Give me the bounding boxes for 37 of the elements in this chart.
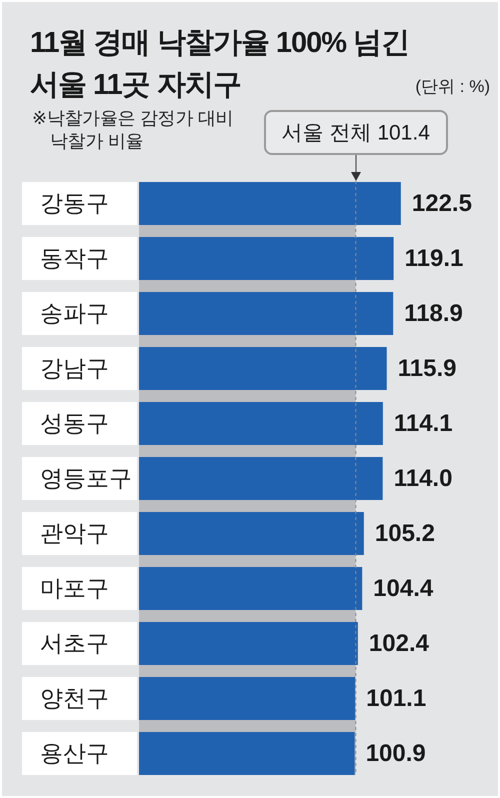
- y-tick-label: 관악구: [40, 520, 109, 546]
- y-tick-label: 서초구: [40, 630, 109, 656]
- y-tick-label: 강동구: [40, 190, 109, 216]
- y-tick-label: 영등포구: [40, 464, 132, 491]
- bar: [139, 457, 383, 500]
- data-label: 102.4: [368, 630, 430, 658]
- y-tick-label: 송파구: [40, 300, 109, 326]
- y-tick-label: 강남구: [40, 354, 109, 381]
- data-label: 104.4: [373, 575, 434, 602]
- y-tick-label: 양천구: [40, 684, 109, 711]
- data-label: 119.1: [404, 245, 464, 272]
- data-label: 115.9: [398, 355, 456, 382]
- bar: [139, 182, 401, 225]
- bar: [139, 237, 394, 280]
- y-tick-label: 용산구: [40, 740, 109, 766]
- ref-line-label: 서울 전체 101.4: [282, 121, 430, 144]
- bar: [139, 677, 356, 720]
- data-label: 100.9: [366, 740, 426, 768]
- data-label: 118.9: [404, 300, 463, 328]
- y-tick-label: 동작구: [40, 244, 109, 271]
- bar: [139, 402, 383, 445]
- bar: [139, 732, 355, 775]
- data-label: 122.5: [412, 190, 472, 218]
- bar: [139, 292, 394, 335]
- text: ※낙찰가율은 감정가 대비 낙찰가 비율: [32, 107, 234, 153]
- bar: [139, 347, 387, 390]
- bar: [139, 567, 362, 610]
- text: (단위 : %): [415, 76, 490, 98]
- bar: [139, 512, 364, 555]
- y-tick-label: 성동구: [40, 410, 109, 436]
- y-tick-label: 마포구: [40, 574, 109, 601]
- data-label: 114.0: [394, 465, 452, 492]
- bar: [139, 622, 358, 665]
- data-label: 101.1: [366, 685, 426, 712]
- data-label: 105.2: [374, 520, 435, 548]
- chart-title: 11월 경매 낙찰가율 100% 넘긴 서울 11곳 자치구: [30, 27, 410, 101]
- data-label: 114.1: [394, 410, 453, 438]
